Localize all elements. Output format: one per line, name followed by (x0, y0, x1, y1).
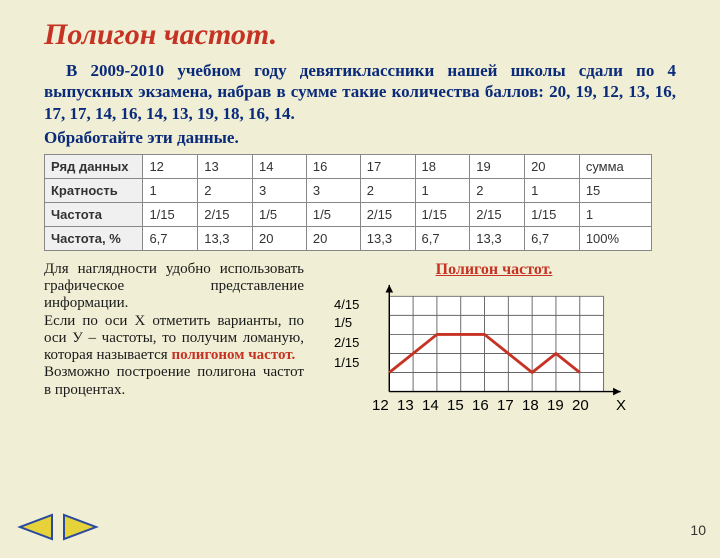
cell: 2/15 (470, 202, 525, 226)
table-row: Частота, % 6,7 13,3 20 20 13,3 6,7 13,3 … (45, 226, 652, 250)
table-row: Ряд данных 12 13 14 16 17 18 19 20 сумма (45, 154, 652, 178)
explain-p1: Для наглядности удобно использовать граф… (44, 261, 304, 313)
x-tick: 16 (472, 397, 489, 414)
triangle-left-icon (16, 513, 54, 541)
next-slide-button[interactable] (62, 513, 100, 546)
cell: 13,3 (198, 226, 253, 250)
cell: 1 (579, 202, 651, 226)
cell: 1/5 (306, 202, 360, 226)
triangle-right-icon (62, 513, 100, 541)
cell: 13,3 (470, 226, 525, 250)
cell: 1 (143, 178, 198, 202)
y-tick: 1/15 (334, 355, 359, 370)
row-header: Частота, % (45, 226, 143, 250)
x-tick: 18 (522, 397, 539, 414)
cell: 13 (198, 154, 253, 178)
prev-slide-button[interactable] (16, 513, 54, 546)
x-tick: 13 (397, 397, 414, 414)
intro-paragraph: В 2009-2010 учебном году девятиклассники… (44, 60, 676, 124)
cell: 16 (306, 154, 360, 178)
x-axis-title: Х (616, 397, 626, 414)
frequency-table: Ряд данных 12 13 14 16 17 18 19 20 сумма… (44, 154, 652, 251)
row-header: Кратность (45, 178, 143, 202)
x-tick: 19 (547, 397, 564, 414)
instruction: Обработайте эти данные. (44, 128, 676, 148)
cell: 12 (143, 154, 198, 178)
cell: 1/5 (252, 202, 306, 226)
cell: 18 (415, 154, 470, 178)
x-tick: 12 (372, 397, 389, 414)
y-tick: 1/5 (334, 315, 352, 330)
cell: 13,3 (360, 226, 415, 250)
cell: 3 (306, 178, 360, 202)
cell: 1 (525, 178, 580, 202)
table-row: Частота 1/15 2/15 1/5 1/5 2/15 1/15 2/15… (45, 202, 652, 226)
cell: 6,7 (143, 226, 198, 250)
cell: 1/15 (143, 202, 198, 226)
page-number: 10 (690, 522, 706, 538)
cell: 1/15 (525, 202, 580, 226)
cell: 2 (360, 178, 415, 202)
explain-p2: Если по оси Х отметить варианты, по оси … (44, 313, 304, 365)
x-tick: 20 (572, 397, 589, 414)
cell: 20 (306, 226, 360, 250)
x-tick: 17 (497, 397, 514, 414)
cell: 20 (252, 226, 306, 250)
cell: 6,7 (525, 226, 580, 250)
cell: 1/15 (415, 202, 470, 226)
cell: сумма (579, 154, 651, 178)
cell: 100% (579, 226, 651, 250)
y-tick: 4/15 (334, 297, 359, 312)
explain-p3: Возможно построение полигона частот в пр… (44, 364, 304, 399)
cell: 1 (415, 178, 470, 202)
cell: 3 (252, 178, 306, 202)
x-tick: 15 (447, 397, 464, 414)
row-header: Ряд данных (45, 154, 143, 178)
cell: 2/15 (360, 202, 415, 226)
cell: 17 (360, 154, 415, 178)
y-tick: 2/15 (334, 335, 359, 350)
cell: 20 (525, 154, 580, 178)
row-header: Частота (45, 202, 143, 226)
chart-svg (380, 283, 630, 403)
table-row: Кратность 1 2 3 3 2 1 2 1 15 (45, 178, 652, 202)
page-title: Полигон частот. (44, 18, 720, 52)
cell: 15 (579, 178, 651, 202)
cell: 2 (198, 178, 253, 202)
cell: 2 (470, 178, 525, 202)
cell: 6,7 (415, 226, 470, 250)
cell: 14 (252, 154, 306, 178)
explanation-block: Для наглядности удобно использовать граф… (44, 261, 304, 399)
x-tick: 14 (422, 397, 439, 414)
cell: 19 (470, 154, 525, 178)
cell: 2/15 (198, 202, 253, 226)
polygon-term: полигоном частот. (171, 347, 295, 363)
chart-caption: Полигон частот. (304, 261, 684, 279)
